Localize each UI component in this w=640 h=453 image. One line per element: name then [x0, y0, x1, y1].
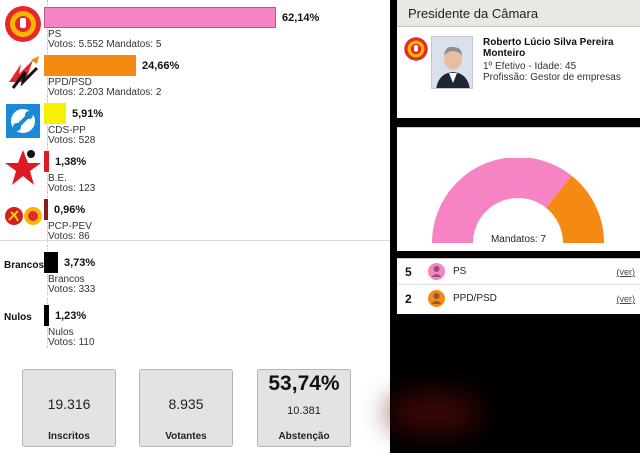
party-name: CDS-PP: [48, 125, 86, 136]
view-link[interactable]: (ver): [616, 267, 636, 277]
registered-voters-box: 19.316 Inscritos: [22, 369, 116, 447]
abstention-box: 53,74% 10.381 Abstenção: [257, 369, 351, 447]
party-name: B.E.: [48, 173, 67, 184]
vote-percentage: 1,38%: [55, 156, 87, 168]
party-row-ps[interactable]: 62,14% PS Votos: 5.552 Mandatos: 5: [0, 0, 390, 50]
nulos-side-label: Nulos: [4, 312, 32, 323]
person-icon: [428, 290, 445, 307]
party-name: PS: [48, 29, 62, 40]
seat-count: 2: [405, 292, 412, 306]
party-row-pcp-pev[interactable]: 0,96% PCP-PEV Votos: 86: [0, 192, 390, 242]
vote-percentage: 0,96%: [54, 204, 86, 216]
mayor-position-age: 1º Efetivo - Idade: 45: [483, 61, 577, 72]
vote-bar: [44, 199, 48, 220]
abstention-percentage: 53,74%: [268, 372, 340, 395]
blank-votes-row: 3,73% Brancos Votos: 333: [0, 245, 390, 295]
mayor-photo: [431, 36, 473, 89]
psd-arrows-icon: [9, 56, 39, 89]
party-votes: Votos: 5.552 Mandatos: 5: [48, 39, 162, 50]
person-portrait-icon: [432, 37, 472, 88]
ps-rose-fist-icon: [404, 37, 428, 61]
row-votes: Votos: 333: [48, 284, 96, 295]
mayor-panel-title: Presidente da Câmara: [408, 6, 539, 21]
seat-segment-ps: [432, 158, 572, 243]
vote-bar: [44, 103, 66, 124]
vote-percentage: 24,66%: [142, 60, 180, 72]
seats-panel: Mandatos: 7: [397, 127, 640, 251]
party-row-ppd-psd[interactable]: 24,66% PPD/PSD Votos: 2.203 Mandatos: 2: [0, 48, 390, 98]
party-votes: Votos: 2.203 Mandatos: 2: [48, 87, 162, 98]
be-star-icon: [5, 150, 41, 185]
abstention-value: 10.381: [287, 405, 321, 417]
background-shape: [386, 393, 481, 433]
party-row-be[interactable]: 1,38% B.E. Votos: 123: [0, 144, 390, 194]
mayor-panel: Presidente da Câmara Roberto Lúcio Silva…: [397, 0, 640, 118]
row-name: Nulos: [48, 327, 74, 338]
seat-segment-ppd-psd: [546, 175, 604, 243]
vote-percentage: 3,73%: [64, 257, 96, 269]
vote-percentage: 5,91%: [72, 108, 104, 120]
seats-row-ppd-psd: 2 PPD/PSD (ver): [397, 286, 640, 312]
vote-bar: [44, 305, 49, 326]
vote-bar: [44, 252, 58, 273]
seats-semicircle-chart: [432, 158, 604, 243]
party-name: PCP-PEV: [48, 221, 92, 232]
seat-count: 5: [405, 265, 412, 279]
vote-bar: [44, 151, 49, 172]
view-link[interactable]: (ver): [616, 294, 636, 304]
row-votes: Votos: 110: [48, 337, 95, 348]
results-panel: 62,14% PS Votos: 5.552 Mandatos: 5 24,66…: [0, 0, 390, 453]
vote-percentage: 62,14%: [282, 12, 320, 24]
vote-percentage: 1,23%: [55, 310, 87, 322]
party-votes: Votos: 123: [48, 183, 96, 194]
seat-party-name: PPD/PSD: [453, 293, 497, 304]
mayor-panel-header: Presidente da Câmara: [397, 0, 640, 27]
seats-total-label: Mandatos: 7: [490, 234, 547, 245]
vote-bar: [44, 55, 136, 76]
brancos-side-label: Brancos: [4, 260, 45, 271]
party-row-cds-pp[interactable]: 5,91% CDS-PP Votos: 528: [0, 96, 390, 146]
voters-value: 8.935: [168, 396, 204, 412]
mayor-name: Roberto Lúcio Silva Pereira Monteiro: [483, 37, 614, 59]
row-name: Brancos: [48, 274, 85, 285]
registered-voters-value: 19.316: [47, 396, 91, 412]
vote-bar: [44, 7, 276, 28]
cds-pp-icon: [6, 104, 40, 138]
person-icon: [428, 263, 445, 280]
ps-rose-fist-icon: [5, 6, 41, 42]
pcp-pev-icon: [5, 207, 42, 225]
party-name: PPD/PSD: [48, 77, 92, 88]
abstention-label: Abstenção: [278, 431, 330, 442]
null-votes-row: 1,23% Nulos Votos: 110: [0, 298, 390, 348]
seat-party-name: PS: [453, 266, 467, 277]
registered-voters-label: Inscritos: [48, 431, 90, 442]
seats-list: 5 PS (ver) 2 PPD/PSD (ver): [397, 258, 640, 314]
party-votes: Votos: 86: [48, 231, 90, 242]
section-divider: [0, 240, 390, 241]
mayor-profession: Profissão: Gestor de empresas: [483, 72, 621, 83]
seats-row-ps: 5 PS (ver): [397, 259, 640, 285]
party-votes: Votos: 528: [48, 135, 96, 146]
mayor-info: 1º Efetivo - Idade: 45 Profissão: Gestor…: [483, 61, 633, 83]
voters-box: 8.935 Votantes: [139, 369, 233, 447]
voters-label: Votantes: [165, 431, 207, 442]
